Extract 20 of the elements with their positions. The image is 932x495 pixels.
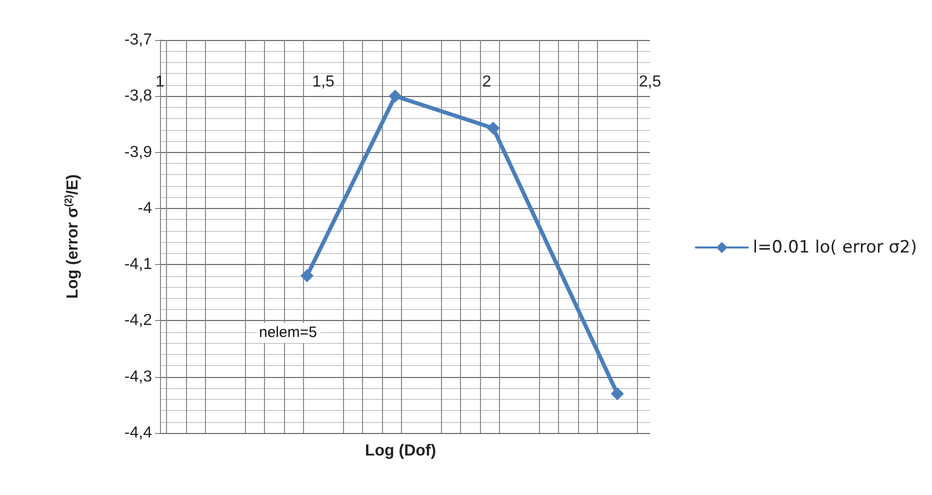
y-tick-label: -4 [138,200,152,217]
y-axis-title: Log (error σ(2)/E) [64,174,82,299]
y-tick-label: -3,7 [124,32,152,48]
x-tick-label: 2,5 [638,74,662,90]
y-tick-label: -4,2 [124,312,152,330]
x-tick-label: 1 [156,74,165,90]
y-tick-label: -4,1 [124,256,152,274]
y-tick-label: -4,3 [124,368,152,386]
annotation: nelem=5 [259,324,317,341]
y-tick-label: -3,9 [124,144,152,161]
point [388,90,402,103]
point [610,387,624,400]
y-tick-label: -3,8 [124,88,152,105]
x-tick-label: 1,5 [312,74,335,90]
legend-label: l=0.01 lo( error σ2) [752,238,918,258]
y-tick-label: -4,4 [124,424,152,442]
x-axis-title: Log (Dof) [365,442,436,460]
x-tick-label: 2 [482,74,492,90]
point [300,269,314,282]
point [486,122,500,135]
